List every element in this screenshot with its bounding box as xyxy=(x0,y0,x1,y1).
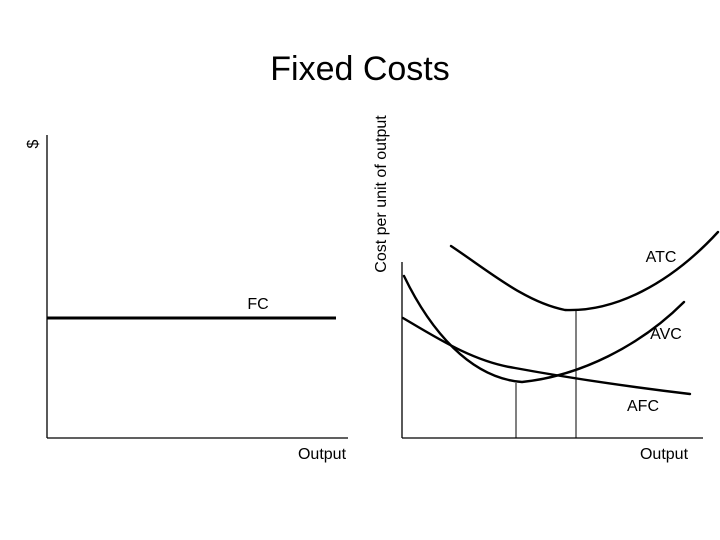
atc-curve-label: ATC xyxy=(646,249,677,266)
avc-curve-label: AVC xyxy=(650,326,682,343)
right-y-axis-label: Cost per unit of output xyxy=(373,115,390,273)
afc-curve-label: AFC xyxy=(627,398,659,415)
per-unit-cost-graph: Cost per unit of output Output ATC AVC A… xyxy=(373,115,720,463)
avc-curve xyxy=(402,274,686,384)
left-y-axis-label: $ xyxy=(25,139,42,148)
fixed-cost-graph: $ Output FC xyxy=(25,135,348,463)
left-x-axis-label: Output xyxy=(298,446,347,463)
right-x-axis-label: Output xyxy=(640,446,689,463)
atc-curve xyxy=(449,230,720,312)
afc-curve xyxy=(401,316,692,396)
slide-title: Fixed Costs xyxy=(270,50,450,88)
fc-curve-label: FC xyxy=(247,296,268,313)
